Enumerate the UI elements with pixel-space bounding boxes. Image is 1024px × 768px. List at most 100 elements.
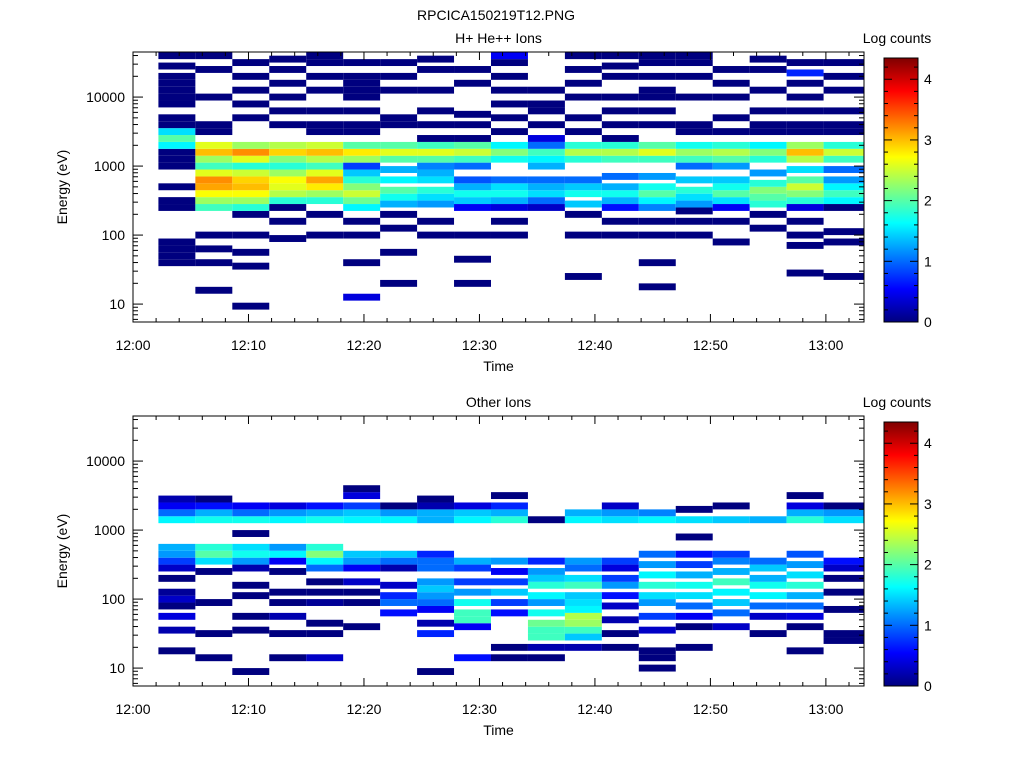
heatmap-cell xyxy=(786,128,824,136)
heatmap-cell xyxy=(564,612,602,620)
heatmap-cell xyxy=(343,197,381,205)
heatmap-cell xyxy=(823,141,864,149)
h-he-ions-colorbar xyxy=(883,57,919,323)
heatmap-cell xyxy=(675,72,713,80)
heatmap-cell xyxy=(601,231,639,239)
heatmap-cell xyxy=(527,135,565,142)
heatmap-cell xyxy=(195,204,233,211)
heatmap-cell xyxy=(749,128,787,136)
heatmap-cell xyxy=(380,224,418,232)
heatmap-cell xyxy=(490,502,528,510)
heatmap-cell xyxy=(823,183,864,191)
heatmap-cell xyxy=(195,66,233,73)
other-ions-y-axis-label: Energy (eV) xyxy=(54,514,70,589)
heatmap-cell xyxy=(675,200,713,208)
heatmap-cell xyxy=(823,197,864,205)
heatmap-cell xyxy=(786,166,824,173)
heatmap-cell xyxy=(158,626,196,634)
heatmap-cell xyxy=(712,190,750,198)
heatmap-cell xyxy=(195,550,233,558)
heatmap-cell xyxy=(564,114,602,122)
heatmap-cell xyxy=(158,252,196,260)
heatmap-cell xyxy=(306,630,344,638)
heatmap-cell xyxy=(232,162,270,170)
heatmap-cell xyxy=(564,79,602,87)
heatmap-cell xyxy=(749,155,787,163)
heatmap-cell xyxy=(823,574,864,582)
heatmap-cell xyxy=(232,59,270,67)
heatmap-cell xyxy=(232,114,270,122)
y-tick-label: 1000 xyxy=(94,158,125,174)
heatmap-cell xyxy=(786,197,824,205)
heatmap-cell xyxy=(306,564,344,572)
heatmap-cell xyxy=(527,619,565,627)
heatmap-cell xyxy=(823,176,864,184)
heatmap-cell xyxy=(343,155,381,163)
heatmap-cell xyxy=(195,495,233,503)
heatmap-cell xyxy=(417,592,455,600)
heatmap-cell xyxy=(675,571,713,579)
heatmap-cell xyxy=(638,516,676,524)
heatmap-cell xyxy=(638,509,676,517)
heatmap-cell xyxy=(269,190,307,198)
heatmap-cell xyxy=(380,141,418,149)
heatmap-cell xyxy=(195,245,233,253)
heatmap-cell xyxy=(232,155,270,163)
heatmap-cell xyxy=(749,581,787,589)
heatmap-cell xyxy=(601,62,639,70)
heatmap-cell xyxy=(490,568,528,575)
y-tick-label: 100 xyxy=(102,227,126,243)
heatmap-cell xyxy=(749,557,787,565)
heatmap-cell xyxy=(564,66,602,73)
heatmap-cell xyxy=(380,502,418,510)
heatmap-cell xyxy=(601,574,639,582)
heatmap-cell xyxy=(638,231,676,239)
heatmap-cell xyxy=(343,259,381,267)
heatmap-cell xyxy=(527,86,565,94)
heatmap-cell xyxy=(417,155,455,163)
heatmap-cell xyxy=(712,128,750,136)
heatmap-cell xyxy=(454,190,491,198)
heatmap-cell xyxy=(158,259,196,267)
heatmap-cell xyxy=(490,578,528,586)
heatmap-cell xyxy=(712,516,750,524)
heatmap-cell xyxy=(195,231,233,239)
heatmap-cell xyxy=(232,592,270,600)
heatmap-cell xyxy=(232,612,270,620)
heatmap-cell xyxy=(417,217,455,225)
heatmap-cell xyxy=(675,505,713,513)
heatmap-cell xyxy=(232,86,270,94)
heatmap-cell xyxy=(601,107,639,115)
heatmap-cell xyxy=(823,516,864,524)
y-tick-label: 1000 xyxy=(94,522,125,538)
heatmap-cell xyxy=(343,169,381,177)
heatmap-cell xyxy=(823,630,864,638)
heatmap-cell xyxy=(454,66,491,73)
heatmap-cell xyxy=(786,190,824,198)
heatmap-cell xyxy=(712,502,750,510)
heatmap-cell xyxy=(823,59,864,67)
heatmap-cell xyxy=(158,588,196,596)
heatmap-cell xyxy=(490,183,528,191)
heatmap-cell xyxy=(380,516,418,524)
heatmap-cell xyxy=(564,200,602,208)
x-tick-label: 12:10 xyxy=(231,701,266,717)
heatmap-cell xyxy=(343,492,381,500)
heatmap-cell xyxy=(823,107,864,115)
heatmap-cell xyxy=(343,485,381,493)
heatmap-cell xyxy=(490,128,528,136)
heatmap-cell xyxy=(601,155,639,163)
x-tick-label: 12:00 xyxy=(115,701,150,717)
heatmap-cell xyxy=(712,550,750,558)
heatmap-cell xyxy=(749,200,787,208)
heatmap-cell xyxy=(269,612,307,620)
heatmap-cell xyxy=(158,162,196,170)
heatmap-cell xyxy=(527,197,565,205)
heatmap-cell xyxy=(601,581,639,589)
heatmap-cell xyxy=(269,502,307,510)
x-tick-label: 12:20 xyxy=(346,701,381,717)
heatmap-cell xyxy=(601,52,639,60)
heatmap-cell xyxy=(564,516,602,524)
heatmap-cell xyxy=(380,210,418,218)
heatmap-cell xyxy=(601,502,639,510)
